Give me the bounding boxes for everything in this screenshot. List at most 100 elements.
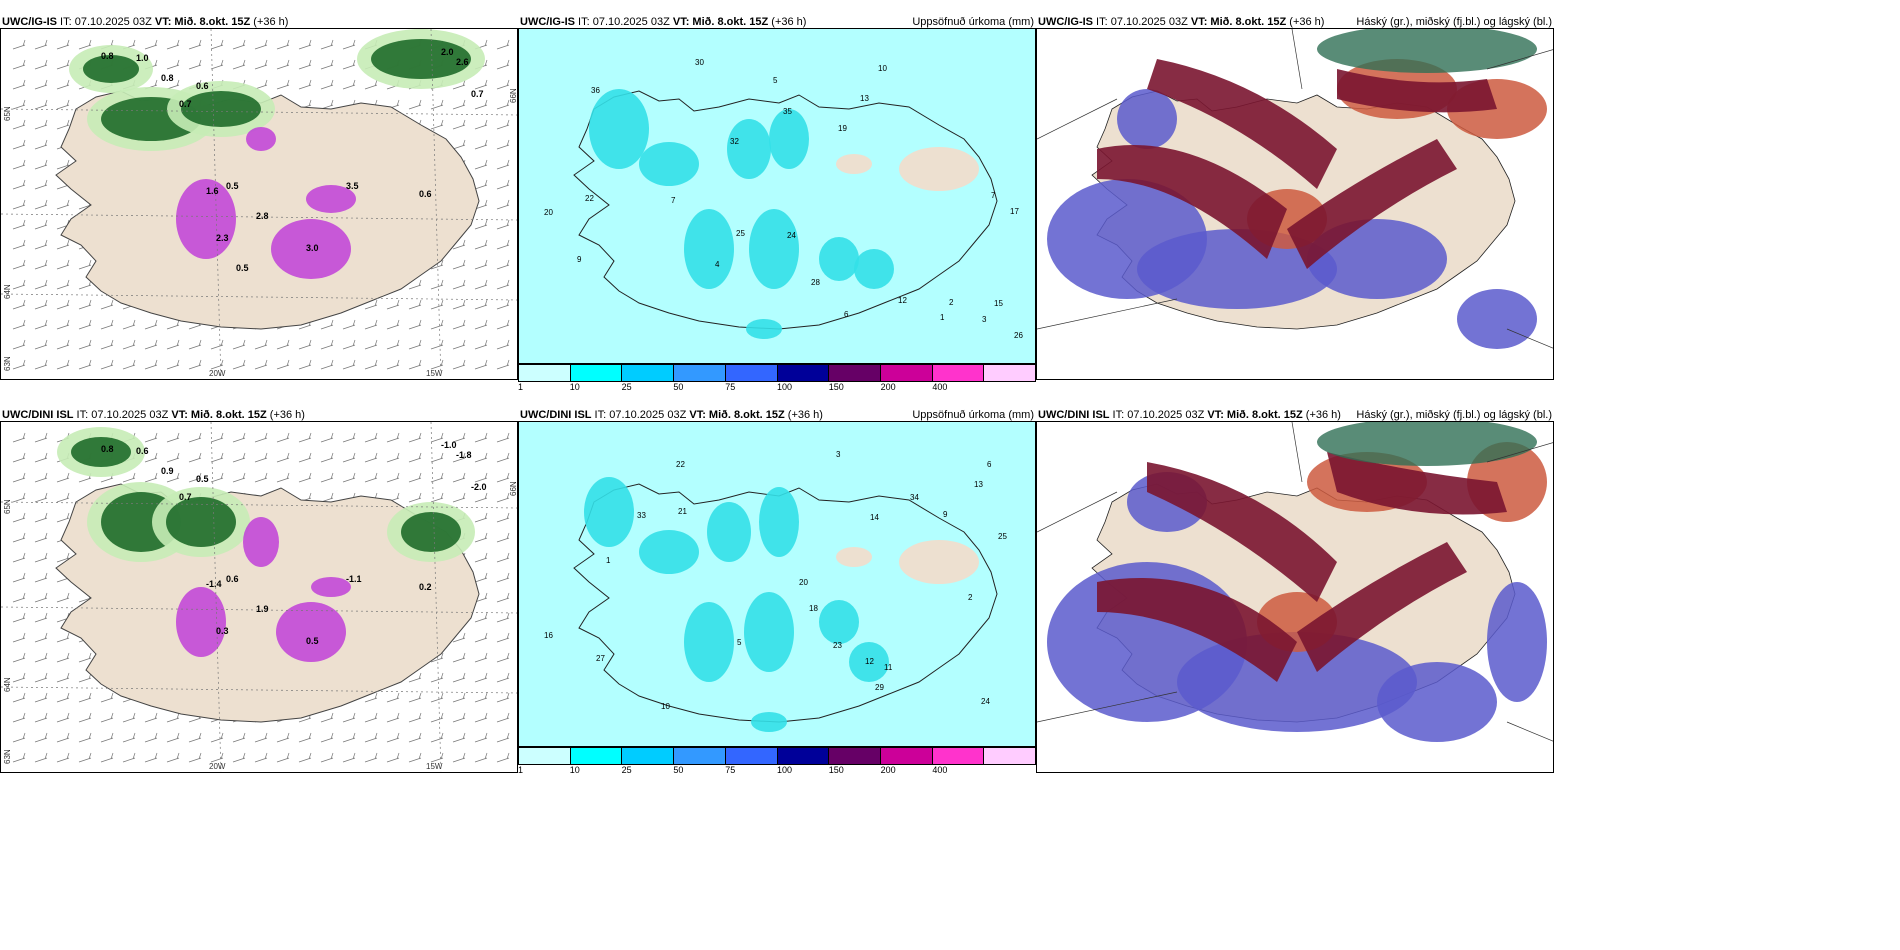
colorbar-swatch [519, 748, 571, 764]
lead-time: (+36 h) [250, 16, 289, 28]
temp-value-label: 2.6 [456, 57, 469, 67]
precip-value-label: 20 [799, 578, 808, 587]
panel-row2-precipitation: UWC/DINI ISL IT: 07.10.2025 03Z VT: Mið.… [518, 405, 1036, 775]
colorbar-swatch [622, 365, 675, 381]
valid-time: Mið. 8.okt. 15Z [187, 409, 267, 421]
precip-value-label: 5 [773, 76, 778, 85]
colorbar-tick: 75 [725, 382, 736, 392]
map-temperature-dini: 0.8 0.6 0.9 0.5 0.7 -1.0 -1.8 -2.0 -1.4 0.3 1.9 -1.… [0, 421, 518, 773]
temperature-map-svg: 0.8 0.6 0.9 0.5 0.7 -1.0-1.8 -2.0 -1.4 0.3 1.9 -1.… [1, 422, 517, 772]
model-name: UWC/IG-IS [520, 16, 575, 28]
panel-row1-clouds: UWC/IG-IS IT: 07.10.2025 03Z VT: Mið. 8.… [1036, 12, 1554, 380]
colorbar-tick: 10 [569, 765, 580, 775]
lon-label: 20W [209, 369, 226, 378]
colorbar-swatch [674, 748, 726, 764]
init-time: IT: 07.10.2025 03Z [591, 409, 690, 421]
lat-label: 65N [3, 499, 12, 514]
init-time: IT: 07.10.2025 03Z [73, 409, 172, 421]
temp-value-label: -2.0 [471, 482, 487, 492]
temp-value-label: 0.5 [196, 474, 209, 484]
lat-label: 64N [3, 284, 12, 299]
precip-value-label: 2 [968, 593, 973, 602]
temp-value-label: 0.8 [101, 51, 114, 61]
precip-title: Uppsöfnuð úrkoma (mm) [912, 16, 1034, 28]
temp-value-label: 0.7 [179, 99, 192, 109]
precip-value-label: 6 [844, 310, 849, 319]
valid-time-label: VT: [689, 409, 706, 421]
temp-value-label: -1.4 [206, 579, 222, 589]
colorbar-swatch [725, 365, 778, 381]
colorbar-swatch [570, 748, 623, 764]
temp-value-label: 0.7 [471, 89, 484, 99]
valid-time: Mið. 8.okt. 15Z [689, 16, 769, 28]
precip-value-label: 19 [838, 124, 847, 133]
precipitation-map-svg: 4571525263028321722352413192012910362136… [519, 29, 1035, 363]
precip-value-label: 6 [987, 460, 992, 469]
temp-value-label: 3.0 [306, 243, 319, 253]
map-clouds-igis [1036, 28, 1554, 380]
panel-title: UWC/IG-IS IT: 07.10.2025 03Z VT: Mið. 8.… [1038, 16, 1324, 28]
precip-value-label: 22 [585, 194, 594, 203]
lat-label: 63N [3, 749, 12, 764]
precip-value-label: 32 [730, 137, 739, 146]
precip-value-label: 22 [676, 460, 685, 469]
precip-value-label: 18 [809, 604, 818, 613]
colorbar-swatch [777, 365, 830, 381]
map-clouds-dini [1036, 421, 1554, 773]
lead-time: (+36 h) [266, 409, 305, 421]
colorbar-tick: 1 [518, 382, 524, 392]
precip-value-label: 5 [737, 638, 742, 647]
precip-value-label: 16 [544, 631, 553, 640]
colorbar-tick: 150 [828, 382, 844, 392]
precip-value-label: 15 [994, 299, 1003, 308]
precip-value-label: 1 [940, 313, 945, 322]
temperature-map-svg: 0.8 1.0 0.8 0.6 0.7 2.02.6 0.7 1.6 2.3 2.8 3.5 3.0 0… [1, 29, 517, 379]
precip-value-label: 7 [991, 191, 996, 200]
precip-value-label: 21 [678, 507, 687, 516]
colorbar-swatch [674, 365, 726, 381]
init-time: IT: 07.10.2025 03Z [575, 16, 673, 28]
precip-value-label: 12 [865, 657, 874, 666]
precip-value-label: 4 [715, 260, 720, 269]
lon-label: 15W [426, 762, 443, 771]
colorbar-tick: 1 [518, 765, 524, 775]
precip-value-label: 2 [949, 298, 954, 307]
lat-label: 66N [509, 88, 518, 103]
precip-value-label: 26 [1014, 331, 1023, 340]
temp-value-label: 0.6 [419, 189, 432, 199]
colorbar-tick: 150 [828, 765, 844, 775]
map-precipitation-igis: 4 5 7 15 25 26 30 28 32 17 22 35 24 13 19 20 12 9 10 3 6 2 1 36… [518, 28, 1036, 364]
colorbar-swatch [622, 748, 675, 764]
precip-title: Uppsöfnuð úrkoma (mm) [912, 409, 1034, 421]
precip-value-label: 28 [811, 278, 820, 287]
lat-label: 63N [3, 356, 12, 371]
valid-time-label: VT: [672, 16, 690, 28]
panel-title: UWC/DINI ISL IT: 07.10.2025 03Z VT: Mið.… [520, 409, 823, 421]
precip-value-label: 27 [596, 654, 605, 663]
precip-value-label: 29 [875, 683, 884, 692]
colorbar-ticks: 1 10 25 50 75 100 150 200 400 [518, 765, 1036, 777]
valid-time: Mið. 8.okt. 15Z [705, 409, 785, 421]
colorbar-swatch [829, 748, 881, 764]
precip-value-label: 1 [606, 556, 611, 565]
precip-value-label: 25 [736, 229, 745, 238]
precip-value-label: 33 [637, 511, 646, 520]
colorbar-swatch [725, 748, 778, 764]
lat-label: 65N [3, 106, 12, 121]
temp-value-label: 0.5 [236, 263, 249, 273]
precip-value-label: 30 [695, 58, 704, 67]
temp-value-label: -1.0 [441, 440, 457, 450]
precip-colorbar [518, 364, 1036, 382]
init-time: IT: 07.10.2025 03Z [1093, 16, 1191, 28]
temp-value-label: 1.9 [256, 604, 269, 614]
precip-value-label: 10 [878, 64, 887, 73]
precip-value-label: 17 [1010, 207, 1019, 216]
colorbar-tick: 25 [621, 765, 632, 775]
colorbar-swatch [932, 365, 985, 381]
colorbar-swatch [932, 748, 985, 764]
colorbar-tick: 100 [777, 382, 793, 392]
colorbar-tick: 200 [880, 765, 896, 775]
valid-time-label: VT: [1190, 16, 1208, 28]
precip-value-label: 35 [783, 107, 792, 116]
valid-time: Mið. 8.okt. 15Z [1223, 409, 1303, 421]
